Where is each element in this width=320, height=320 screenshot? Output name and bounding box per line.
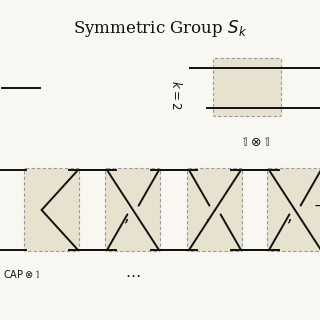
Text: ,: ,: [286, 206, 292, 224]
Text: Symmetric Group $S_k$: Symmetric Group $S_k$: [73, 18, 247, 39]
FancyBboxPatch shape: [188, 169, 243, 252]
Text: ,: ,: [204, 206, 210, 224]
Text: $\mathrm{CAP}\otimes\mathbb{1}$: $\mathrm{CAP}\otimes\mathbb{1}$: [3, 268, 40, 280]
Text: $-$: $-$: [313, 198, 320, 212]
Text: $k=2$: $k=2$: [169, 80, 183, 110]
FancyBboxPatch shape: [25, 169, 79, 252]
Text: ,: ,: [123, 206, 129, 224]
FancyBboxPatch shape: [268, 169, 320, 252]
FancyBboxPatch shape: [213, 59, 282, 116]
FancyBboxPatch shape: [106, 169, 161, 252]
Text: $\mathbb{1}\otimes\mathbb{1}$: $\mathbb{1}\otimes\mathbb{1}$: [241, 135, 269, 149]
Text: $\cdots$: $\cdots$: [125, 268, 141, 282]
